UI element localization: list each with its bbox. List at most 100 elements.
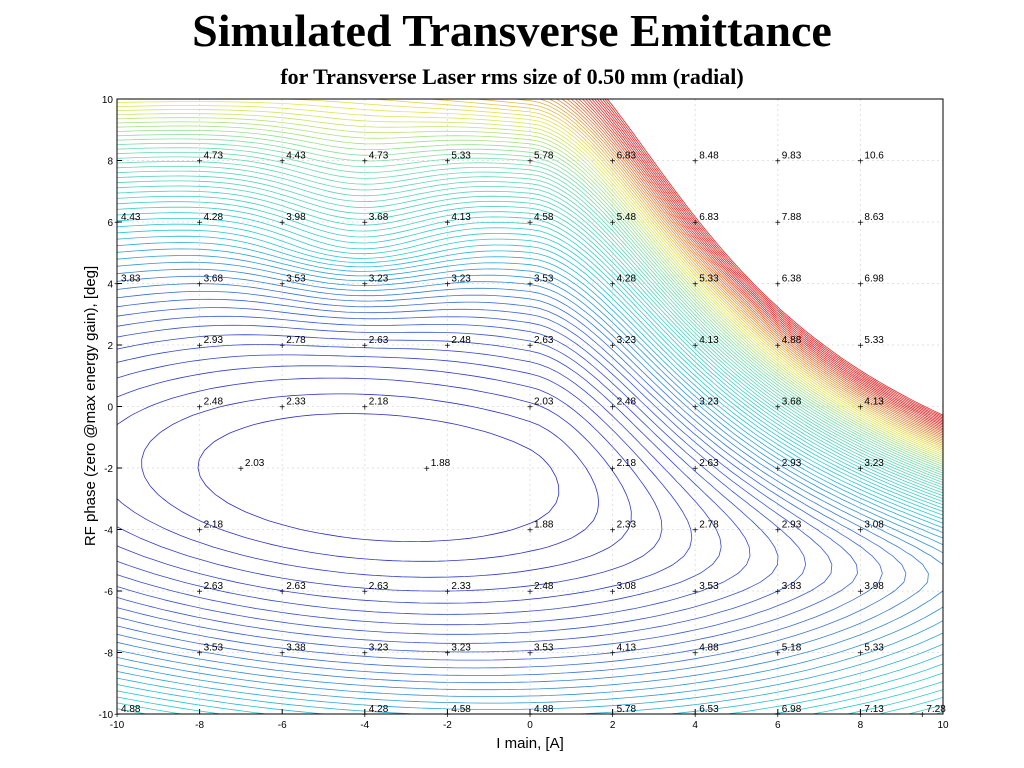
- contour-label-marker: +: [775, 464, 781, 475]
- contour-label-marker: +: [527, 587, 533, 598]
- contour-label-marker: +: [610, 341, 616, 352]
- contour-label: 3.83: [121, 274, 141, 285]
- contour-line: [116, 121, 944, 463]
- contour-label-marker: +: [197, 218, 203, 229]
- contour-label: 3.53: [699, 581, 719, 592]
- contour-label-marker: +: [114, 710, 120, 721]
- contour-label: 2.78: [286, 335, 306, 346]
- contour-label: 4.13: [699, 335, 719, 346]
- contour-line: [116, 255, 944, 704]
- contour-label: 4.58: [534, 212, 554, 223]
- contour-label-marker: +: [527, 157, 533, 168]
- contour-label: 2.93: [782, 520, 802, 531]
- contour-label: 1.88: [431, 458, 451, 469]
- contour-label-marker: +: [444, 341, 450, 352]
- contour-label-marker: +: [444, 649, 450, 660]
- contour-label: 5.33: [699, 274, 719, 285]
- contour-label: 5.33: [864, 643, 884, 654]
- contour-line: [570, 98, 944, 434]
- contour-label: 2.48: [204, 397, 224, 408]
- contour-label: 4.73: [369, 151, 389, 162]
- contour-label-marker: +: [362, 649, 368, 660]
- contour-label: 2.03: [534, 397, 554, 408]
- contour-label: 4.28: [204, 212, 224, 223]
- contour-line: [116, 344, 722, 615]
- contour-label-marker: +: [197, 280, 203, 291]
- contour-label-marker: +: [279, 587, 285, 598]
- contour-line: [116, 165, 944, 486]
- contour-label-marker: +: [692, 710, 698, 721]
- contour-label: 7.13: [864, 704, 884, 715]
- contour-line: [604, 98, 944, 417]
- contour-line: [116, 365, 663, 592]
- contour-label: 3.08: [864, 520, 884, 531]
- contour-line: [116, 206, 944, 715]
- contour-label: 6.98: [864, 274, 884, 285]
- contour-line: [116, 105, 944, 455]
- contour-label-marker: +: [238, 464, 244, 475]
- contour-label: 6.83: [699, 212, 719, 223]
- y-tick-label: 2: [107, 341, 113, 352]
- tick-layer: -10 -8 -6 -4 -2 0 2 4 6 8 10 -10 -8 -6 -4 -2 0 2 4 6 8 10: [99, 95, 949, 731]
- contour-line: [602, 98, 944, 419]
- contour-line: [116, 101, 944, 453]
- contour-label: 3.38: [286, 643, 306, 654]
- contour-line: [475, 98, 944, 446]
- contour-label: 4.13: [617, 643, 637, 654]
- contour-label: 3.98: [286, 212, 306, 223]
- contour-label: 3.08: [617, 581, 637, 592]
- contour-label: 2.18: [204, 520, 224, 531]
- x-tick-label: -2: [443, 720, 452, 731]
- contour-line: [116, 307, 833, 653]
- y-tick-label: -6: [104, 587, 113, 598]
- y-tick-label: 10: [102, 95, 114, 106]
- contour-label-marker: +: [857, 403, 863, 414]
- contour-label: 3.23: [451, 274, 471, 285]
- contour-label-marker: +: [857, 280, 863, 291]
- contour-label: 4.88: [121, 704, 141, 715]
- contour-line: [588, 98, 944, 426]
- contour-label-marker: +: [775, 218, 781, 229]
- contour-label-marker: +: [197, 157, 203, 168]
- x-axis-label: I main, [A]: [496, 735, 564, 752]
- contour-line: [116, 134, 944, 469]
- contour-line: [575, 98, 944, 433]
- contour-label: 3.68: [782, 397, 802, 408]
- contour-line: [116, 170, 944, 488]
- x-tick-label: -10: [110, 720, 125, 731]
- page-title: Simulated Transverse Emittance: [192, 5, 832, 56]
- contour-label-marker: +: [279, 157, 285, 168]
- contour-label-marker: +: [610, 280, 616, 291]
- contour-label-marker: +: [692, 280, 698, 291]
- contour-label: 4.88: [534, 704, 554, 715]
- contour-label: 9.83: [782, 151, 802, 162]
- contour-line: [116, 242, 944, 715]
- contour-label-marker: +: [444, 157, 450, 168]
- contour-label: 2.18: [369, 397, 389, 408]
- contour-label: 3.68: [369, 212, 389, 223]
- contour-label: 7.28: [926, 704, 946, 715]
- contour-label-marker: +: [424, 464, 430, 475]
- y-tick-label: -8: [104, 649, 113, 660]
- contour-line: [116, 229, 944, 715]
- contour-label: 2.63: [369, 335, 389, 346]
- contour-line: [599, 98, 944, 420]
- contour-label-marker: +: [775, 403, 781, 414]
- contour-label-marker: +: [444, 280, 450, 291]
- contour-label-marker: +: [857, 218, 863, 229]
- contour-line: [556, 98, 944, 439]
- contour-label: 2.93: [782, 458, 802, 469]
- x-tick-label: -8: [195, 720, 204, 731]
- contour-label-marker: +: [197, 341, 203, 352]
- contour-label: 2.48: [534, 581, 554, 592]
- contour-label: 2.33: [286, 397, 306, 408]
- x-tick-label: 6: [775, 720, 781, 731]
- contour-line: [116, 125, 944, 465]
- contour-label: 4.13: [451, 212, 471, 223]
- contour-label-marker: +: [197, 526, 203, 537]
- contour-label: 1.88: [534, 520, 554, 531]
- contour-label-marker: +: [527, 649, 533, 660]
- contour-label-marker: +: [362, 341, 368, 352]
- contour-line: [116, 298, 858, 661]
- contour-line: [116, 235, 944, 715]
